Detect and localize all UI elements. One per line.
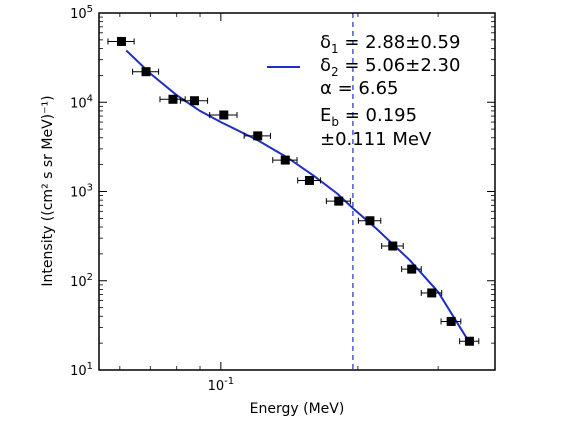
axis-ticks: 101 102 103 104 105 10-1 [70,4,496,394]
data-point [253,131,263,141]
legend: δ1 = 2.88±0.59 δ2 = 5.06±2.30 α = 6.65 E… [267,32,460,150]
legend-alpha: α = 6.65 [320,78,398,99]
data-point [388,241,398,251]
data-point [407,264,417,274]
y-tick-label: 104 [70,93,93,111]
y-tick-label: 103 [70,183,93,201]
y-tick-label: 105 [70,4,93,22]
data-point [464,336,474,346]
data-point [365,216,375,226]
x-tick-label: 10-1 [208,376,235,394]
data-point [168,94,178,104]
legend-delta1: δ1 = 2.88±0.59 [320,32,460,56]
y-tick-label: 101 [70,361,93,379]
data-point [427,288,437,298]
fit-line [125,49,470,342]
y-tick-label: 102 [70,272,93,290]
data-point [219,110,229,120]
data-point [189,96,199,106]
data-point [280,155,290,165]
legend-eb: Eb = 0.195 [320,105,417,129]
y-axis-label: Intensity ((cm² s sr MeV)⁻¹) [40,95,56,286]
legend-delta2: δ2 = 5.06±2.30 [320,55,460,79]
chart-marks [107,13,480,370]
legend-eb-err: ±0.111 MeV [320,129,432,150]
data-point [334,196,344,206]
x-axis-label: Energy (MeV) [250,401,345,417]
data-point [116,36,126,46]
data-point [304,175,314,185]
data-point [446,316,456,326]
data-point [141,67,151,77]
